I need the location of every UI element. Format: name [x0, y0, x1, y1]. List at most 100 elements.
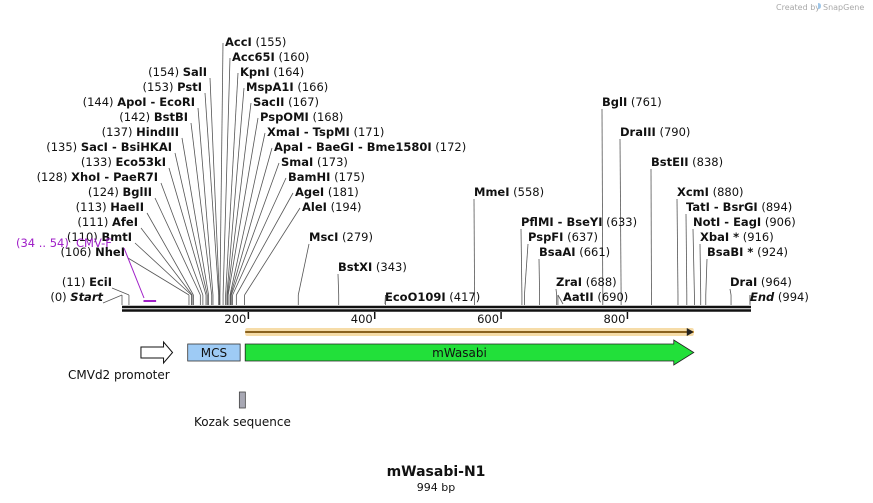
site-acc65i[interactable]: Acc65I (160)	[232, 50, 309, 64]
axis-tick-label: 600	[477, 312, 499, 326]
feature-mwasabi[interactable]: mWasabi	[244, 339, 695, 366]
site-label: (11) EciI	[62, 275, 112, 289]
site-label: (124) BglII	[88, 185, 152, 199]
site-label: BsaAI (661)	[539, 245, 610, 259]
site-label: TatI - BsrGI (894)	[686, 200, 792, 214]
site-bstbi[interactable]: (142) BstBI	[119, 110, 188, 124]
site-apoi-ecori[interactable]: (144) ApoI - EcoRI	[83, 95, 195, 109]
site-label: (128) XhoI - PaeR7I	[37, 170, 158, 184]
site-drai[interactable]: DraI (964)	[730, 275, 792, 289]
map-title: mWasabi-N1	[387, 464, 486, 480]
site-xhoi-paer7i[interactable]: (128) XhoI - PaeR7I	[37, 170, 158, 184]
site-label: MmeI (558)	[474, 185, 544, 199]
site-pspomi[interactable]: PspOMI (168)	[260, 110, 343, 124]
site-smai[interactable]: SmaI (173)	[281, 155, 348, 169]
site-bmti[interactable]: (110) BmtI	[67, 230, 132, 244]
site-afei[interactable]: (111) AfeI	[77, 215, 138, 229]
site-label: (111) AfeI	[77, 215, 138, 229]
site-bstxi[interactable]: BstXI (343)	[338, 260, 407, 274]
site-noti-eagi[interactable]: NotI - EagI (906)	[693, 215, 796, 229]
site-start[interactable]: (0) Start	[50, 290, 103, 304]
site-mmei[interactable]: MmeI (558)	[474, 185, 544, 199]
site-acci[interactable]: AccI (155)	[225, 35, 286, 49]
site-bgli[interactable]: BglI (761)	[602, 95, 662, 109]
site-label: PflMI - BseYI (633)	[521, 215, 637, 229]
feature-kozak[interactable]: Kozak sequence	[194, 391, 291, 429]
site-label: SacII (167)	[253, 95, 319, 109]
site-label: PspOMI (168)	[260, 110, 343, 124]
site-haeii[interactable]: (113) HaeII	[76, 200, 144, 214]
site-label: (144) ApoI - EcoRI	[83, 95, 195, 109]
site-alei[interactable]: AleI (194)	[302, 200, 362, 214]
site-agei[interactable]: AgeI (181)	[295, 185, 359, 199]
feature-mwasabi-label: mWasabi	[432, 346, 487, 360]
site-label: PspFI (637)	[528, 230, 598, 244]
site-label: XmaI - TspMI (171)	[267, 125, 384, 139]
site-bglii[interactable]: (124) BglII	[88, 185, 152, 199]
site-label: End (994)	[750, 290, 809, 304]
orf-arrow	[245, 328, 694, 336]
site-bsteii[interactable]: BstEII (838)	[651, 155, 723, 169]
restriction-sites: (0) Start(11) EciI(106) NheI(110) BmtI(1…	[37, 35, 809, 304]
site-label: Acc65I (160)	[232, 50, 309, 64]
site-label: BsaBI * (924)	[707, 245, 788, 259]
site-label: ZraI (688)	[556, 275, 617, 289]
site-end[interactable]: End (994)	[750, 290, 809, 304]
site-tati-bsrgi[interactable]: TatI - BsrGI (894)	[686, 200, 792, 214]
site-msci[interactable]: MscI (279)	[309, 230, 373, 244]
site-label: SmaI (173)	[281, 155, 348, 169]
feature-mcs[interactable]: MCS	[187, 343, 241, 362]
site-kpni[interactable]: KpnI (164)	[240, 65, 304, 79]
site-label: (154) SalI	[148, 65, 207, 79]
site-bsaai[interactable]: BsaAI (661)	[539, 245, 610, 259]
site-label: AgeI (181)	[295, 185, 359, 199]
snapgene-brand: SnapGene	[823, 3, 864, 12]
site-label: (106) NheI	[61, 245, 125, 259]
site-nhei[interactable]: (106) NheI	[61, 245, 125, 259]
axis-tick-label: 200	[224, 312, 246, 326]
site-label: DraIII (790)	[620, 125, 690, 139]
site-pspfi[interactable]: PspFI (637)	[528, 230, 598, 244]
feature-kozak-label: Kozak sequence	[194, 415, 291, 429]
site-eco53ki[interactable]: (133) Eco53kI	[81, 155, 166, 169]
snapgene-logo-icon	[818, 3, 821, 9]
site-mspa1i[interactable]: MspA1I (166)	[246, 80, 328, 94]
site-zrai[interactable]: ZraI (688)	[556, 275, 617, 289]
site-ecii[interactable]: (11) EciI	[62, 275, 112, 289]
axis-tick-label: 400	[351, 312, 373, 326]
site-label: (135) SacI - BsiHKAI	[46, 140, 172, 154]
primer-name: CMV-F	[76, 236, 112, 250]
site-xbai[interactable]: XbaI * (916)	[700, 230, 774, 244]
position-axis: 200 400 600 800	[224, 312, 629, 326]
primer-range: (34 .. 54)	[16, 236, 69, 250]
site-label: (153) PstI	[143, 80, 202, 94]
site-label: AccI (155)	[225, 35, 286, 49]
site-sacii[interactable]: SacII (167)	[253, 95, 319, 109]
site-hindiii[interactable]: (137) HindIII	[102, 125, 179, 139]
site-bamhi[interactable]: BamHI (175)	[288, 170, 365, 184]
features-track: CMVd2 promoter MCS mWasabi Kozak sequenc…	[68, 339, 695, 429]
site-label: BamHI (175)	[288, 170, 365, 184]
site-label: XbaI * (916)	[700, 230, 774, 244]
site-label: BstXI (343)	[338, 260, 407, 274]
site-label: (142) BstBI	[119, 110, 188, 124]
site-aatii[interactable]: AatII (690)	[563, 290, 628, 304]
site-label: (133) Eco53kI	[81, 155, 166, 169]
site-connectors	[102, 42, 751, 305]
map-length: 994 bp	[417, 481, 455, 494]
site-bsabi[interactable]: BsaBI * (924)	[707, 245, 788, 259]
primer-cmv-f[interactable]: (34 .. 54) CMV-F	[16, 236, 157, 302]
site-sali[interactable]: (154) SalI	[148, 65, 207, 79]
site-xcmi[interactable]: XcmI (880)	[677, 185, 744, 199]
site-ecoo109i[interactable]: EcoO109I (417)	[385, 290, 480, 304]
site-psti[interactable]: (153) PstI	[143, 80, 202, 94]
site-draiii[interactable]: DraIII (790)	[620, 125, 690, 139]
site-apai-baegi-bme1580i[interactable]: ApaI - BaeGI - Bme1580I (172)	[274, 140, 466, 154]
site-pflmi-bseyi[interactable]: PflMI - BseYI (633)	[521, 215, 637, 229]
site-label: BglI (761)	[602, 95, 662, 109]
feature-cmvd2-promoter[interactable]: CMVd2 promoter	[68, 340, 174, 382]
site-saci-bsihkai[interactable]: (135) SacI - BsiHKAI	[46, 140, 172, 154]
site-label: EcoO109I (417)	[385, 290, 480, 304]
site-xmai-tspmi[interactable]: XmaI - TspMI (171)	[267, 125, 384, 139]
